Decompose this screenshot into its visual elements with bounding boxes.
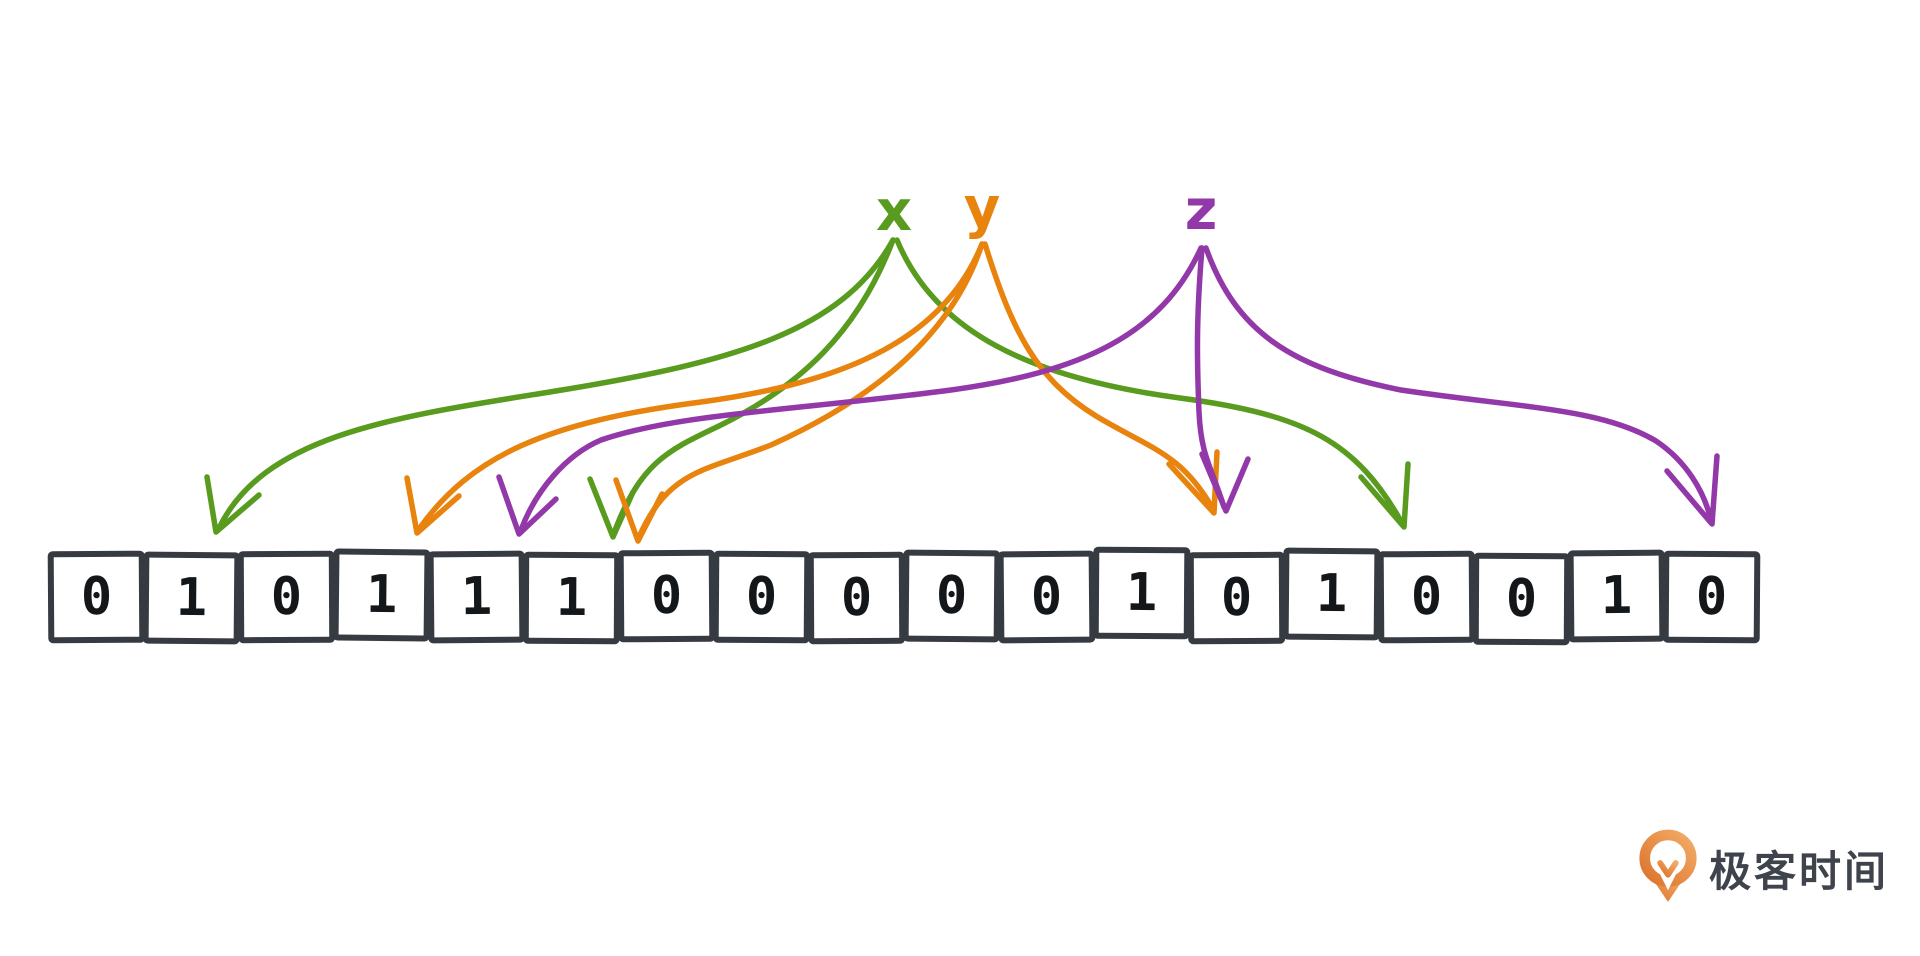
bit-cell-7: 0: [617, 549, 716, 643]
bit-cell-16: 0: [1472, 552, 1571, 646]
bit-value: 1: [1600, 565, 1633, 627]
arrow-x-to-cell-6: [587, 237, 896, 540]
arrow-x-to-cell-14-head: [1358, 461, 1411, 530]
bit-cell-15: 0: [1377, 550, 1476, 644]
bit-value: 0: [745, 566, 778, 628]
arrow-z-to-cell-5: [496, 245, 1204, 537]
bit-cell-11: 0: [997, 550, 1096, 644]
arrow-z-to-cell-17-head: [1664, 453, 1720, 527]
bit-value: 0: [270, 566, 303, 628]
arrow-y-to-cell-6-head: [613, 477, 665, 544]
bit-value: 0: [1030, 566, 1063, 628]
arrow-x-to-cell-6-shaft: [611, 237, 896, 536]
bit-value: 0: [1220, 567, 1253, 629]
bit-cell-2: 1: [142, 551, 241, 645]
bit-value: 0: [1410, 566, 1443, 628]
bit-cell-17: 1: [1567, 549, 1666, 643]
bit-value: 0: [840, 567, 873, 629]
bit-value: 1: [555, 567, 588, 629]
arrow-y-to-cell-12-head: [1166, 449, 1220, 516]
bit-value: 1: [175, 567, 208, 629]
arrow-z-to-cell-5-shaft: [518, 245, 1204, 533]
bit-cell-4: 1: [332, 548, 431, 642]
arrow-z-to-cell-17-shaft: [1203, 245, 1714, 523]
label-y: y: [963, 176, 1001, 241]
bit-array: 0 1 0 1 1 1 0 0 0 0 0 1 0 1 0 0 1 0: [47, 546, 1761, 646]
arrow-y-to-cell-6: [613, 241, 985, 544]
bit-value: 0: [935, 565, 968, 627]
arrow-x-to-cell-2-head: [204, 474, 262, 535]
arrow-x-to-cell-2: [204, 237, 896, 535]
bit-value: 0: [650, 565, 683, 627]
arrow-z-to-cell-12-head: [1199, 451, 1251, 514]
geektime-logo-text: 极客时间: [1709, 846, 1890, 896]
bit-value: 1: [1125, 562, 1158, 624]
arrow-y-to-cell-12-shaft: [982, 241, 1216, 512]
arrow-y-to-cell-6-shaft: [636, 241, 985, 540]
bit-cell-18: 0: [1662, 550, 1761, 644]
bit-value: 1: [460, 566, 493, 628]
bit-cell-9: 0: [807, 551, 906, 645]
arrow-x-to-cell-2-shaft: [216, 237, 896, 531]
bit-value: 1: [365, 564, 398, 626]
arrow-z-to-cell-5-head: [496, 474, 559, 537]
bit-cell-3: 0: [237, 550, 336, 644]
arrow-z-to-cell-12: [1194, 245, 1251, 514]
bit-cell-14: 1: [1282, 547, 1381, 641]
arrow-y-to-cell-4-head: [404, 475, 462, 536]
bit-cell-6: 1: [522, 551, 621, 645]
arrow-x-to-cell-14: [894, 237, 1411, 530]
geektime-logo-icon: [1639, 829, 1697, 902]
arrow-x-to-cell-14-shaft: [894, 237, 1405, 526]
geektime-watermark: 极客时间: [1637, 826, 1889, 904]
bit-cell-13: 0: [1187, 551, 1286, 645]
label-z: z: [1184, 178, 1218, 243]
bit-value: 0: [1695, 566, 1728, 628]
arrow-y-to-cell-4-shaft: [416, 241, 985, 532]
bit-cell-10: 0: [902, 549, 1001, 643]
bit-cell-12: 1: [1092, 546, 1191, 640]
bit-cell-1: 0: [47, 550, 146, 644]
arrow-y-to-cell-12: [982, 241, 1220, 516]
bit-cell-8: 0: [712, 550, 811, 644]
bit-cell-5: 1: [427, 550, 526, 644]
bit-value: 1: [1315, 563, 1348, 625]
bit-value: 0: [80, 566, 113, 628]
bit-value: 0: [1505, 568, 1538, 630]
arrow-z-to-cell-17: [1203, 245, 1720, 527]
label-x: x: [875, 179, 913, 244]
arrow-y-to-cell-4: [404, 241, 985, 536]
